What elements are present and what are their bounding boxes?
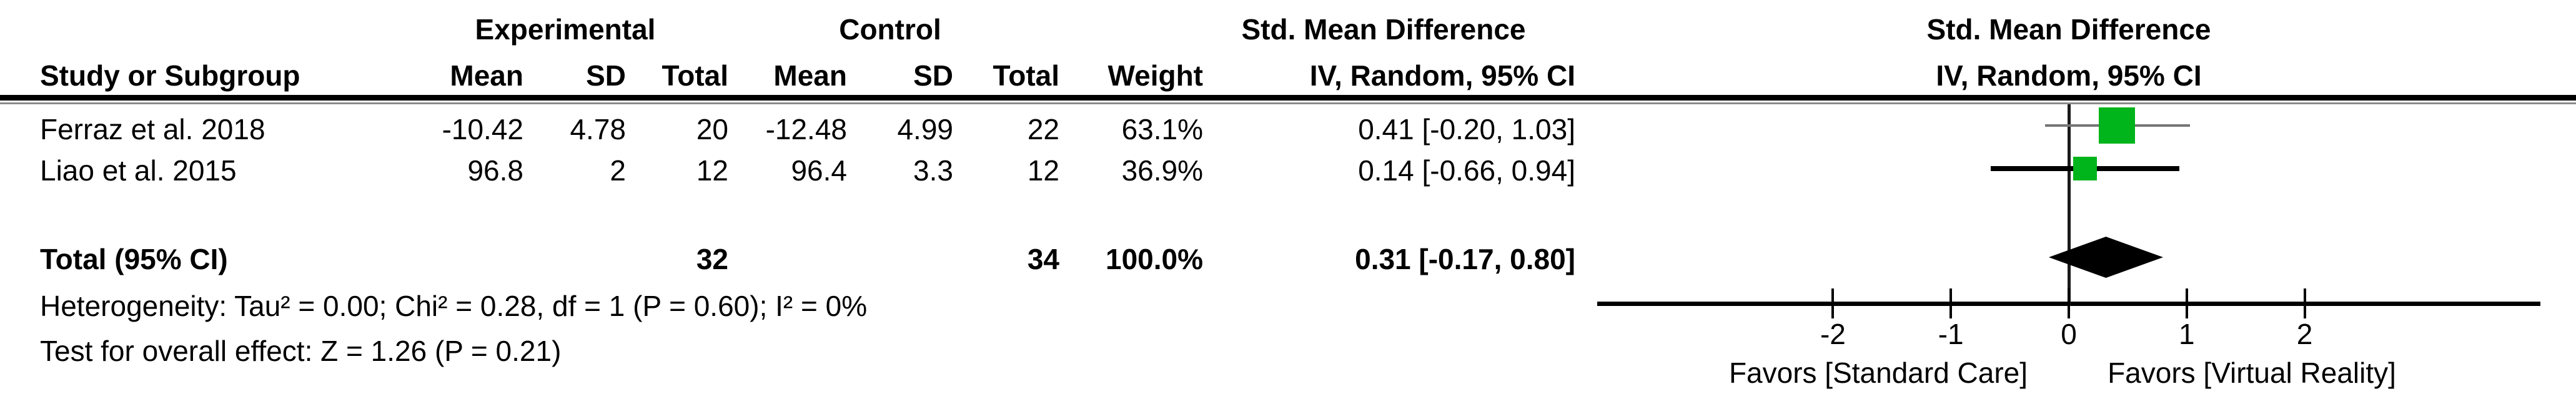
col-header-total-exp: Total [661, 59, 728, 92]
total-exp-n: 32 [696, 243, 728, 275]
smd-ci-value: 0.14 [-0.66, 0.94] [1358, 154, 1575, 187]
exp-mean: 96.8 [467, 154, 523, 187]
axis-tick [2068, 288, 2070, 318]
exp-sd: 2 [610, 154, 626, 187]
col-header-weight: Weight [1107, 59, 1203, 92]
exp-total: 12 [696, 154, 728, 187]
axis-tick [2185, 288, 2188, 318]
axis-tick [2303, 288, 2306, 318]
col-header-sd-exp: SD [586, 59, 626, 92]
exp-total: 20 [696, 113, 728, 145]
col-header-sd-ctl: SD [913, 59, 953, 92]
smd-ci-value: 0.41 [-0.20, 1.03] [1358, 113, 1575, 145]
weight-value: 36.9% [1121, 154, 1203, 187]
exp-mean: -10.42 [442, 113, 523, 145]
overall-effect-text: Test for overall effect: Z = 1.26 (P = 0… [40, 335, 562, 367]
group-header-smd: Std. Mean Difference [1241, 13, 1526, 46]
group-header-experimental: Experimental [475, 13, 656, 46]
col-header-mean-ctl: Mean [773, 59, 847, 92]
axis-tick [1831, 288, 1835, 318]
axis-tick-label: -1 [1938, 318, 1964, 350]
plot-header-ci: IV, Random, 95% CI [1936, 59, 2202, 92]
heterogeneity-text: Heterogeneity: Tau² = 0.00; Chi² = 0.28,… [40, 290, 868, 322]
axis-tick-label: 0 [2061, 318, 2077, 350]
ctl-total: 12 [1027, 154, 1059, 187]
study-name: Liao et al. 2015 [40, 154, 237, 187]
favors-left-label: Favors [Standard Care] [1728, 357, 2028, 389]
study-marker [2099, 107, 2136, 144]
weight-value: 63.1% [1121, 113, 1203, 145]
total-label: Total (95% CI) [40, 243, 228, 275]
group-header-control: Control [839, 13, 941, 46]
axis-tick-label: 2 [2296, 318, 2313, 350]
total-ctl-n: 34 [1027, 243, 1059, 275]
axis-tick-label: -2 [1820, 318, 1846, 350]
total-smd-ci: 0.31 [-0.17, 0.80] [1355, 243, 1575, 275]
zero-line [2068, 104, 2071, 306]
exp-sd: 4.78 [570, 113, 626, 145]
ctl-sd: 4.99 [897, 113, 953, 145]
ctl-mean: 96.4 [791, 154, 847, 187]
favors-right-label: Favors [Virtual Reality] [2108, 357, 2396, 389]
axis-tick [1949, 288, 1953, 318]
ctl-total: 22 [1027, 113, 1059, 145]
col-header-total-ctl: Total [993, 59, 1059, 92]
ctl-mean: -12.48 [765, 113, 847, 145]
study-name: Ferraz et al. 2018 [40, 113, 265, 145]
axis-tick-label: 1 [2179, 318, 2195, 350]
col-header-study: Study or Subgroup [40, 59, 300, 92]
header-rule-shadow [0, 102, 2576, 104]
header-rule [0, 95, 2576, 101]
study-marker [2073, 157, 2098, 180]
col-header-mean-exp: Mean [450, 59, 523, 92]
col-header-ci: IV, Random, 95% CI [1309, 59, 1575, 92]
plot-header-smd: Std. Mean Difference [1926, 13, 2211, 46]
pooled-diamond [2048, 237, 2164, 278]
ctl-sd: 3.3 [913, 154, 953, 187]
total-weight: 100.0% [1105, 243, 1203, 275]
